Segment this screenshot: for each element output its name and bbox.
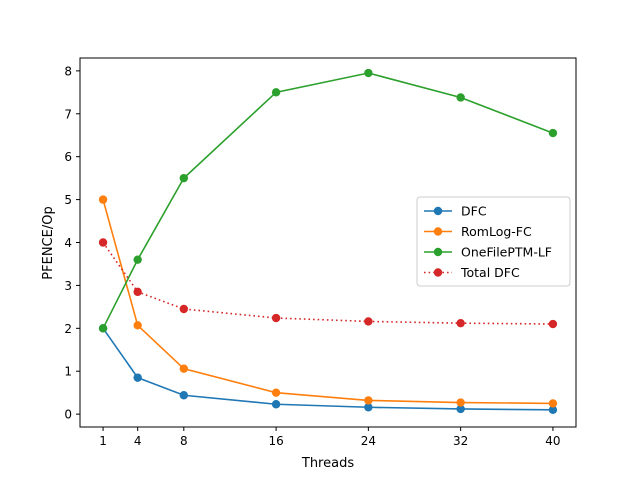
- axis-ticks: 1 4 8 16 24 32 40 0 1 2 3 4 5 6 7 8: [64, 64, 560, 448]
- legend-marker-total-dfc: [433, 268, 443, 277]
- data-point-total-dfc: [456, 318, 465, 328]
- data-point-onefileptm-lf: [364, 68, 373, 78]
- data-point-romlog-fc: [548, 399, 558, 408]
- x-tick-label: 4: [134, 434, 142, 448]
- x-tick-label: 40: [545, 434, 560, 448]
- legend-marker-onefileptm-lf: [433, 247, 443, 257]
- data-point-total-dfc: [364, 317, 373, 326]
- data-point-total-dfc: [548, 319, 558, 329]
- plot-marks: [98, 68, 558, 415]
- data-point-dfc: [179, 391, 189, 400]
- legend-label-onefileptm-lf: OneFilePTM-LF: [461, 245, 552, 260]
- data-point-romlog-fc: [133, 321, 142, 330]
- y-tick-label: 4: [64, 236, 72, 250]
- y-tick-label: 7: [64, 107, 72, 121]
- data-point-romlog-fc: [98, 195, 108, 204]
- y-tick-label: 5: [64, 193, 72, 207]
- data-point-dfc: [133, 373, 142, 382]
- x-tick-label: 8: [180, 434, 188, 448]
- legend-marker-dfc: [433, 206, 443, 216]
- data-point-romlog-fc: [179, 364, 189, 373]
- y-tick-label: 3: [64, 279, 72, 293]
- data-point-romlog-fc: [271, 388, 281, 397]
- data-point-onefileptm-lf: [456, 93, 465, 102]
- data-point-dfc: [364, 403, 373, 412]
- data-point-dfc: [548, 405, 558, 415]
- legend-label-total-dfc: Total DFC: [460, 265, 520, 280]
- x-tick-label: 24: [361, 434, 376, 448]
- data-point-romlog-fc: [364, 396, 373, 405]
- x-axis-title: Threads: [301, 456, 354, 471]
- legend-box: [416, 196, 571, 287]
- y-tick-label: 2: [64, 322, 72, 336]
- x-tick-label: 16: [268, 434, 283, 448]
- x-tick-label: 32: [453, 434, 468, 448]
- data-point-total-dfc: [133, 287, 142, 297]
- data-point-total-dfc: [179, 304, 189, 314]
- data-point-onefileptm-lf: [179, 173, 189, 183]
- data-point-dfc: [271, 400, 281, 409]
- data-point-onefileptm-lf: [548, 128, 558, 138]
- data-point-total-dfc: [98, 238, 108, 247]
- data-point-dfc: [456, 404, 465, 414]
- y-tick-label: 1: [64, 365, 72, 379]
- data-point-total-dfc: [271, 313, 281, 323]
- y-tick-label: 8: [64, 64, 72, 78]
- y-tick-label: 0: [64, 408, 72, 422]
- legend-label-romlog-fc: RomLog-FC: [461, 224, 532, 239]
- data-point-onefileptm-lf: [271, 88, 281, 97]
- y-tick-label: 6: [64, 150, 72, 164]
- data-point-onefileptm-lf: [98, 324, 108, 333]
- legend-marker-romlog-fc: [433, 227, 443, 236]
- x-tick-label: 1: [99, 434, 107, 448]
- y-axis-title: PFENCE/Op: [41, 206, 56, 279]
- data-point-romlog-fc: [456, 398, 465, 407]
- legend-label-dfc: DFC: [461, 204, 487, 219]
- legend: DFC RomLog-FC OneFilePTM-LF Total DFC: [416, 196, 571, 287]
- data-point-onefileptm-lf: [133, 255, 142, 264]
